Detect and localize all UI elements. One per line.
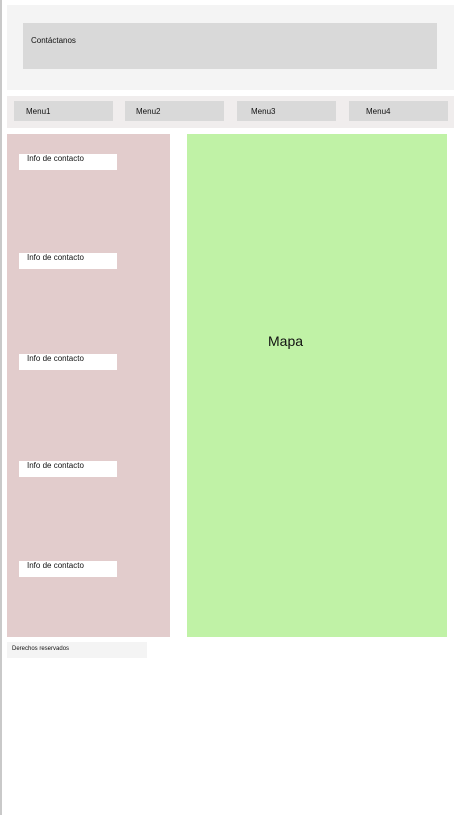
nav-item-menu1[interactable]: Menu1 — [14, 101, 113, 121]
map-label: Mapa — [268, 333, 304, 349]
header: Contáctanos — [7, 5, 454, 90]
contact-info-2: Info de contacto — [19, 253, 117, 269]
map-area[interactable]: Mapa — [187, 134, 447, 637]
nav-item-menu3[interactable]: Menu3 — [237, 101, 336, 121]
nav-item-menu4[interactable]: Menu4 — [349, 101, 448, 121]
left-edge-divider — [0, 0, 2, 815]
nav-item-menu2[interactable]: Menu2 — [125, 101, 224, 121]
page-title: Contáctanos — [23, 23, 437, 69]
nav-bar: Menu1 Menu2 Menu3 Menu4 — [7, 96, 454, 128]
footer-copyright: Derechos reservados — [7, 642, 147, 658]
contact-info-1: Info de contacto — [19, 154, 117, 170]
contact-info-5: Info de contacto — [19, 561, 117, 577]
contact-info-column: Info de contacto Info de contacto Info d… — [7, 134, 170, 637]
contact-info-4: Info de contacto — [19, 461, 117, 477]
contact-info-3: Info de contacto — [19, 354, 117, 370]
